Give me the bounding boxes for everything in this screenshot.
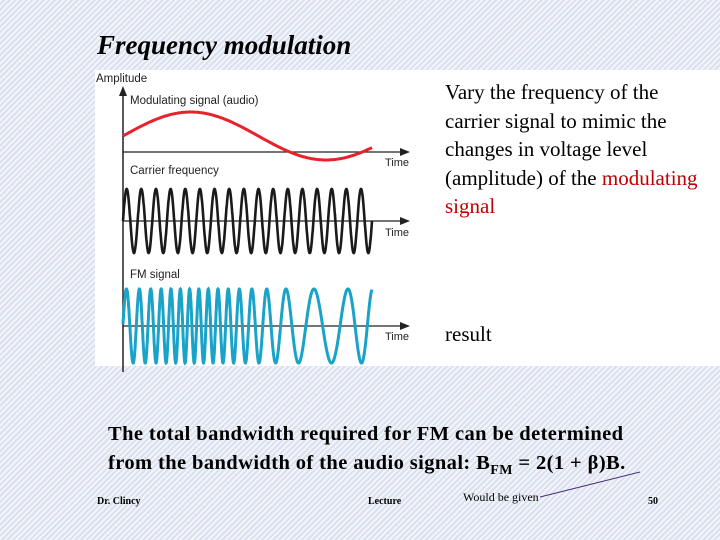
carrier-signal-wave [121,187,374,255]
bandwidth-line-1: The total bandwidth required for FM can … [108,423,624,445]
carrier-time-arrow [400,217,410,225]
slide-title: Frequency modulation [97,30,352,60]
bandwidth-prefix: from the bandwidth of the audio signal: … [108,452,491,474]
footer-author: Dr. Clincy [97,496,141,507]
amplitude-label: Amplitude [96,73,147,85]
fm-signal-label: FM signal [130,269,180,281]
footer-page-number: 50 [648,496,658,507]
annotation-note: Would be given [463,490,539,504]
description-main: Vary the frequency of the carrier signal… [445,80,667,190]
modulating-signal-wave [122,110,373,162]
vertical-axis-arrow [119,86,127,96]
bandwidth-subscript: FM [490,463,513,479]
description-highlight: modulating signal [445,165,698,219]
fm-time-label: Time [385,331,409,343]
carrier-frequency-label: Carrier frequency [130,165,219,177]
fm-signal-wave [121,286,374,366]
description-text: Vary the frequency of the carrier signal… [445,78,715,221]
diagram-panel [95,70,720,366]
fm-time-arrow [400,322,410,330]
bandwidth-line-2: from the bandwidth of the audio signal: … [108,449,708,485]
modulating-time-arrow [400,148,410,156]
result-label: result [445,322,492,346]
carrier-time-label: Time [385,227,409,239]
bandwidth-suffix: = 2(1 + β)B. [512,452,626,474]
annotation-pointer-line [539,471,641,498]
modulating-signal-label: Modulating signal (audio) [130,95,259,107]
modulating-time-label: Time [385,157,409,169]
footer-center: Lecture [368,496,402,507]
bandwidth-statement: The total bandwidth required for FM can … [108,420,708,485]
